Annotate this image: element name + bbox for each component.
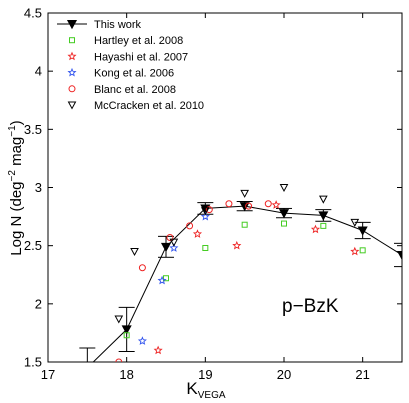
data-point [169, 243, 179, 252]
series-kong-et-al-2006 [137, 211, 210, 345]
legend-marker [67, 67, 77, 77]
x-tick-labels: 17 18 19 20 21 [41, 367, 370, 382]
axis-ticks [47, 12, 402, 363]
data-point [153, 345, 163, 355]
data-point [83, 364, 91, 372]
data-point [241, 221, 248, 228]
legend-label: McCracken et al. 2010 [94, 100, 204, 112]
series-blanc-et-al-2008 [115, 200, 272, 362]
data-point [239, 202, 250, 212]
data-point [192, 229, 203, 238]
data-point [396, 250, 402, 261]
data-point [279, 184, 289, 193]
data-point [160, 242, 172, 253]
data-point [357, 226, 368, 236]
legend-item: This work [57, 19, 142, 31]
x-axis-label: KVEGA [186, 379, 225, 401]
legend-label: Hartley et al. 2008 [94, 35, 183, 47]
x-tick-label: 18 [119, 367, 133, 382]
y-axis-label: Log N (deg−2 mag−1) [7, 120, 25, 255]
data-point [278, 209, 290, 219]
legend-item: Kong et al. 2006 [67, 67, 174, 80]
data-marks [79, 184, 402, 372]
data-point [271, 200, 281, 209]
x-tick-label: 17 [41, 367, 55, 382]
y-tick-label: 3.5 [24, 122, 42, 137]
data-point [232, 240, 242, 250]
series-mccracken-et-al-2010 [114, 184, 360, 324]
data-point [205, 206, 213, 214]
data-point [281, 220, 287, 227]
y-tick-label: 2.5 [24, 238, 42, 253]
plot-area [47, 12, 403, 363]
legend-marker [67, 51, 77, 61]
data-point [169, 238, 179, 247]
data-point [186, 222, 194, 230]
x-tick-label: 19 [198, 367, 212, 382]
legend-marker [68, 85, 76, 93]
data-point [114, 315, 124, 324]
legend-marker [66, 20, 78, 30]
legend-marker [69, 37, 75, 44]
legend-label: This work [94, 19, 142, 31]
x-tick-label: 21 [355, 367, 369, 382]
legend-item: Hartley et al. 2008 [69, 35, 183, 47]
data-point [137, 336, 147, 345]
data-point [310, 224, 321, 234]
data-point [350, 218, 360, 227]
data-point [318, 195, 328, 204]
data-point [320, 222, 327, 229]
data-point [123, 332, 130, 339]
series-this-work [79, 200, 402, 372]
legend-item: McCracken et al. 2010 [67, 100, 204, 112]
series-hayashi-et-al-2007 [153, 200, 360, 355]
legend-item: Hayashi et al. 2007 [67, 51, 188, 63]
data-point [121, 325, 132, 335]
data-point [264, 200, 272, 208]
data-point [138, 264, 146, 272]
x-tick-label: 20 [277, 367, 291, 382]
chart-annotation: p−BzK [282, 296, 339, 317]
y-tick-label: 1.5 [24, 355, 42, 370]
legend-item: Blanc et al. 2008 [68, 84, 176, 96]
data-point [200, 211, 210, 221]
legend-marker [67, 101, 77, 110]
data-point [157, 275, 167, 285]
y-tick-label: 3 [35, 180, 42, 195]
legend-label: Blanc et al. 2008 [94, 84, 176, 96]
data-point [359, 247, 366, 254]
data-point [202, 244, 209, 251]
legend-label: Kong et al. 2006 [94, 68, 174, 80]
data-point [163, 275, 169, 282]
legend-label: Hayashi et al. 2007 [94, 51, 188, 63]
data-point [225, 200, 233, 208]
series-hartley-et-al-2008 [123, 220, 366, 339]
data-point [130, 247, 139, 257]
data-point [350, 246, 360, 256]
data-point [200, 207, 210, 216]
y-tick-label: 4 [35, 64, 42, 79]
data-point [115, 358, 123, 362]
data-point [240, 189, 250, 198]
data-point [166, 234, 174, 242]
y-tick-labels: 1.5 2 2.5 3 3.5 4 4.5 [24, 6, 42, 370]
data-point [245, 202, 253, 210]
y-tick-label: 2 [35, 296, 42, 311]
data-point [318, 211, 329, 221]
y-tick-label: 4.5 [24, 6, 42, 21]
legend: This work Hartley et al. 2008 Hayashi et a… [57, 19, 204, 112]
